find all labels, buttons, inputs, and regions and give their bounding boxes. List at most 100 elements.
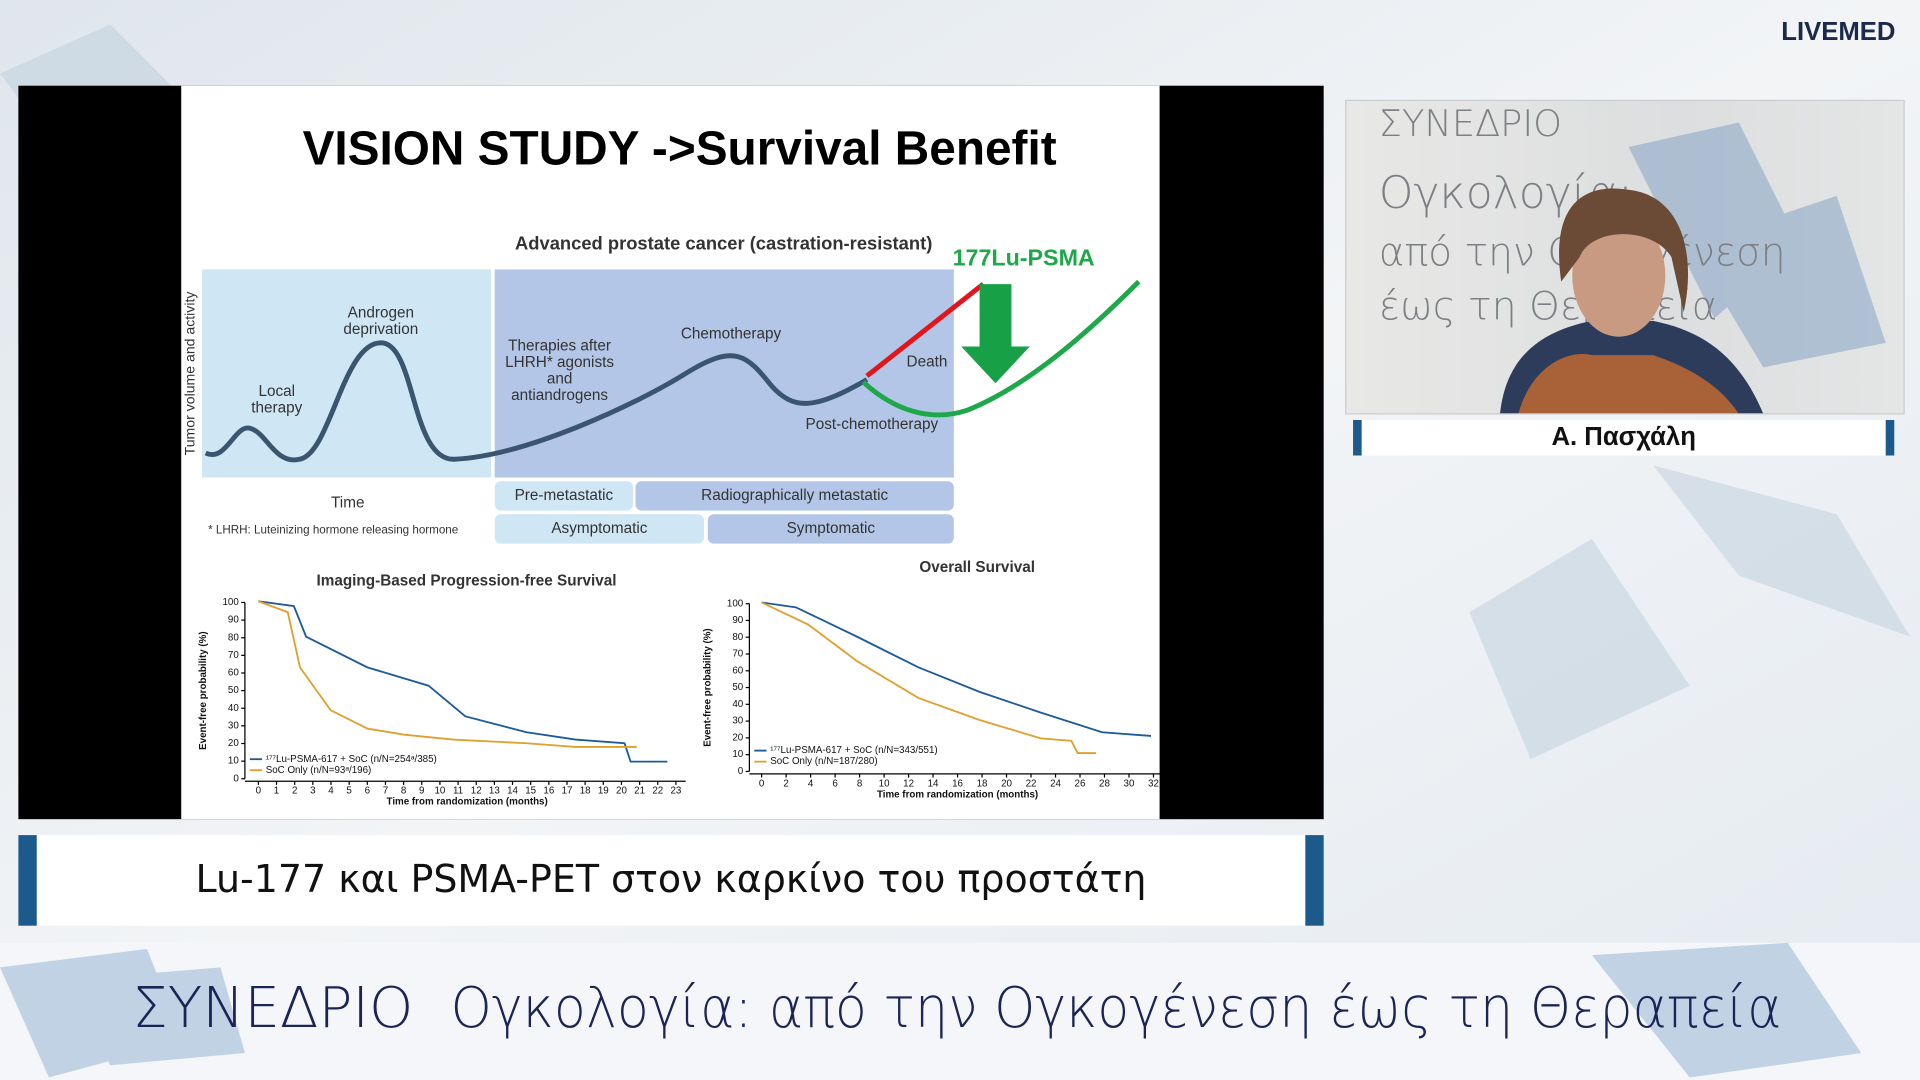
diagram-label: Therapies after [508,338,611,355]
y-axis-label: Tumor volume and activity [182,291,198,456]
y-tick-label: 100 [222,597,239,608]
y-tick-label: 10 [228,756,239,767]
disease-curve [204,340,869,463]
bar-end [1305,835,1324,926]
x-tick-label: 8 [401,786,407,797]
video-border [1345,99,1905,415]
caption: Lu-177 και PSMA-PET στον καρκίνο του προ… [196,857,1147,901]
y-tick-label: 40 [228,703,239,714]
plot-title: Imaging-Based Progression-free Survival [316,573,616,590]
x-tick-label: 4 [808,778,814,789]
x-tick-label: 20 [616,786,627,797]
x-tick-label: 21 [634,786,645,797]
x-tick-label: 10 [879,778,890,789]
y-tick-label: 30 [732,716,743,727]
backdrop-text: έως τη Θεραπεία [1379,284,1718,329]
x-tick-label: 14 [507,786,518,797]
x-tick-label: 19 [598,786,609,797]
diagram-label: Androgen [348,305,414,322]
diagram-label: antiandrogens [511,387,608,404]
legend-label: ¹⁷⁷Lu-PSMA-617 + SoC (n/N=343/551) [770,745,937,756]
x-tick-label: 12 [471,786,482,797]
diagram-label: Death [907,353,948,370]
stage-box [707,514,954,544]
x-tick-label: 4 [328,786,334,797]
stage-box [635,481,954,511]
banner-event: ΣΥΝΕΔΡΙΟ [132,976,413,1041]
disease-diagram: Advanced prostate cancer (castration-res… [182,233,1141,544]
brush-strokes [0,942,1862,1078]
bar-end [1885,420,1895,456]
caption-bar [18,835,1324,926]
y-tick-label: 90 [228,615,239,626]
y-tick-label: 60 [732,665,743,676]
y-tick-label: 40 [732,699,743,710]
y-tick-label: 10 [732,749,743,760]
x-tick-label: 8 [857,778,863,789]
legend-label: SoC Only (n/N=187/280) [770,756,877,767]
y-tick-label: 80 [228,632,239,643]
speaker-name: Α. Πασχάλη [1551,423,1695,451]
logo: LIVEMED [1781,18,1895,46]
curve [258,600,637,748]
y-tick-label: 70 [732,649,743,660]
x-tick-label: 5 [346,786,352,797]
y-tick-label: 80 [732,632,743,643]
x-tick-label: 10 [434,786,445,797]
diagram-label: Local [258,383,295,400]
x-tick-label: 18 [580,786,591,797]
arrow [961,284,1030,384]
drug-label: 177Lu-PSMA [953,245,1095,271]
banner [0,942,1920,1080]
diagram-label: deprivation [343,321,418,338]
stage-label: Asymptomatic [551,520,647,537]
x-tick-label: 2 [292,786,297,797]
y-tick-label: 50 [732,682,743,693]
x-tick-label: 32 [1148,778,1159,789]
speaker-video: ΣΥΝΕΔΡΙΟ Ογκολογία: από την Ογκογένεση έως … [1345,100,1905,414]
y-tick-label: 30 [228,720,239,731]
x-tick-label: 22 [652,786,663,797]
stage-box [494,514,705,544]
x-tick-label: 1 [274,786,279,797]
slide-title: VISION STUDY ->Survival Benefit [303,122,1057,175]
diagram-label: and [547,371,573,388]
banner-subtitle: Ογκολογία: από την Ογκογένεση έως τη Θερ… [451,976,1782,1041]
x-tick-label: 2 [783,778,788,789]
bar-end [18,835,37,926]
diagram-label: therapy [251,399,302,416]
treatment-curve [861,279,1141,418]
y-tick-label: 70 [228,650,239,661]
y-tick-label: 20 [228,738,239,749]
death-line [865,282,985,378]
x-tick-label: 14 [928,778,939,789]
x-axis-label: Time [331,494,364,511]
stage-label: Pre-metastatic [515,487,614,504]
stage-label: Symptomatic [787,520,876,537]
x-tick-label: 13 [489,786,500,797]
x-tick-label: 18 [977,778,988,789]
diagram-label: Post-chemotherapy [806,416,939,433]
footnote: * LHRH: Luteinizing hormone releasing ho… [208,523,458,536]
curve [258,600,668,763]
phase-box [494,269,954,478]
x-axis-label: Time from randomization (months) [387,797,548,808]
x-tick-label: 3 [310,786,316,797]
y-tick-label: 20 [732,732,743,743]
plot-title: Overall Survival [919,559,1035,576]
x-tick-label: 30 [1124,778,1135,789]
x-tick-label: 16 [543,786,554,797]
x-axis-label: Time from randomization (months) [877,789,1038,800]
y-tick-label: 90 [732,615,743,626]
x-tick-label: 0 [256,786,262,797]
diagram-label: LHRH* agonists [505,354,614,371]
y-axis-label: Event-free probability (%) [198,631,209,749]
x-tick-label: 23 [670,786,681,797]
y-tick-label: 100 [727,598,744,609]
diagram-heading: Advanced prostate cancer (castration-res… [515,233,932,254]
curve [761,601,1152,737]
